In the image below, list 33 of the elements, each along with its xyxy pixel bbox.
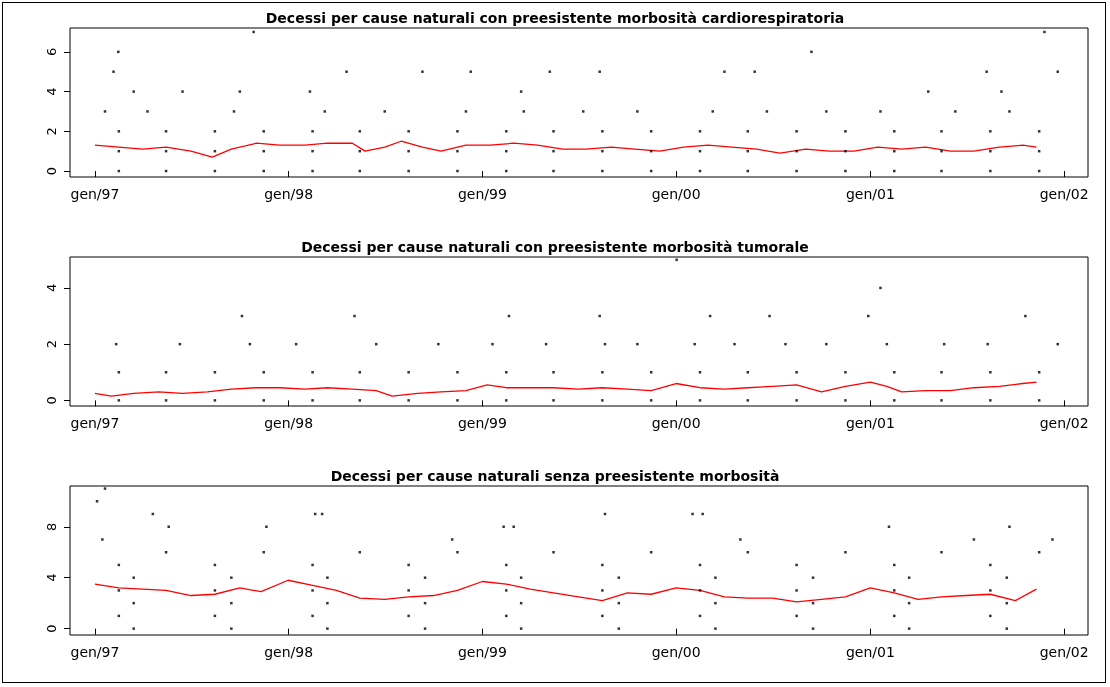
chart-title: Decessi per cause naturali con preesistente morbosità tumorale [301,239,809,255]
x-tick-label: gen/01 [845,644,895,660]
x-tick-label: gen/99 [457,186,507,202]
x-tick-label: gen/99 [457,644,507,660]
x-tick-label: gen/98 [264,644,314,660]
x-tick-label: gen/01 [845,186,895,202]
x-tick-label: gen/02 [1039,186,1089,202]
y-tick-label: 8 [44,522,59,531]
x-tick-label: gen/00 [651,644,701,660]
x-tick-label: gen/98 [264,415,314,431]
chart-title: Decessi per cause naturali senza preesistente morbosità [330,468,780,484]
x-tick-label: gen/98 [264,186,314,202]
x-tick-label: gen/97 [70,415,120,431]
y-tick-label: 4 [44,87,59,96]
x-tick-label: gen/02 [1039,415,1089,431]
line-series [94,381,1038,397]
y-tick-label: 0 [44,396,59,405]
x-tick-label: gen/02 [1039,644,1089,660]
y-tick-label: 4 [44,283,59,293]
x-tick-label: gen/00 [651,186,701,202]
y-tick-label: 2 [44,340,59,349]
x-tick-label: gen/01 [845,415,895,431]
chart-title: Decessi per cause naturali con preesistente morbosità cardiorespiratoria [265,10,845,26]
y-tick-label: 0 [44,624,59,633]
y-tick-label: 0 [44,166,59,176]
x-tick-label: gen/99 [457,415,507,431]
x-tick-label: gen/00 [651,415,701,431]
x-tick-label: gen/97 [70,644,120,660]
y-tick-label: 6 [44,47,59,56]
x-tick-label: gen/97 [70,186,120,202]
line-series [94,579,1038,603]
y-tick-label: 4 [44,573,59,582]
y-tick-label: 2 [44,127,59,136]
